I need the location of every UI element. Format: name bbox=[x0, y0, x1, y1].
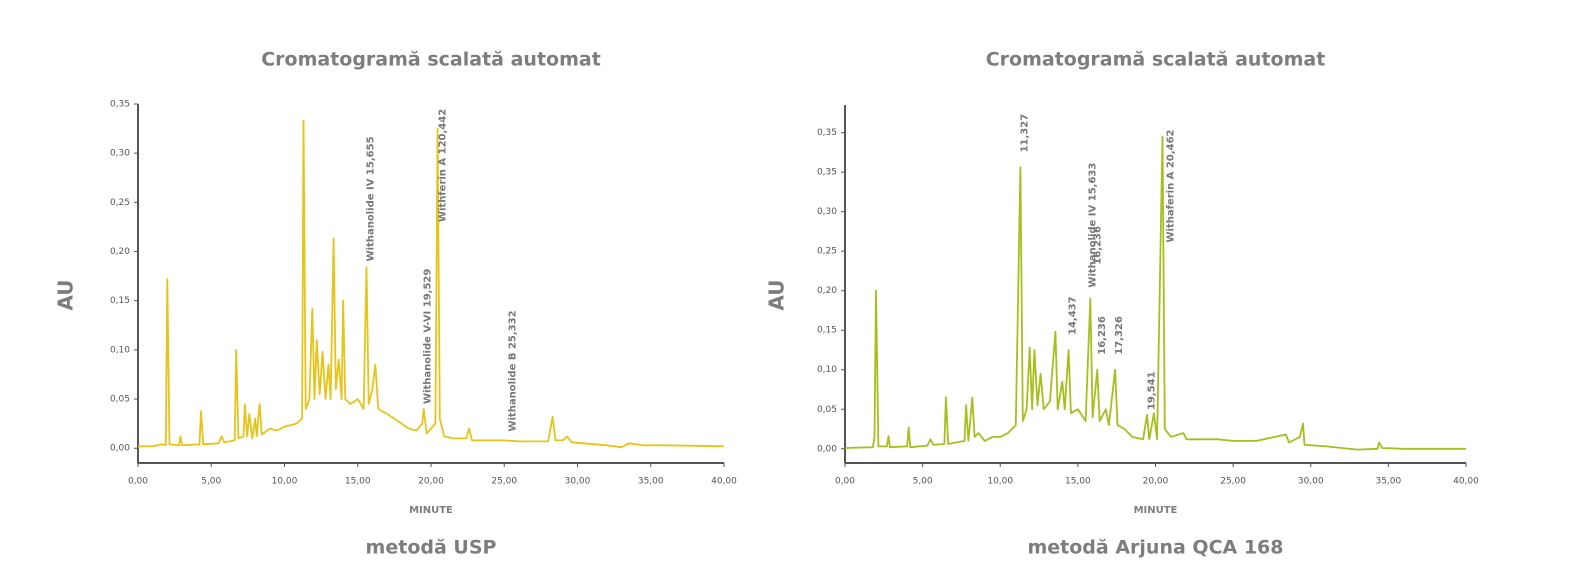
y-tick-label: 0,15 bbox=[110, 296, 130, 306]
peak-label: Withaferin A 20,462 bbox=[1165, 129, 1176, 242]
y-axis-label: AU bbox=[54, 279, 78, 310]
x-tick-label: 20,00 bbox=[1143, 477, 1169, 487]
y-tick-label: 0,15 bbox=[817, 326, 837, 336]
y-tick-label: 0,05 bbox=[110, 395, 130, 405]
peak-label: 11,327 bbox=[1019, 114, 1030, 153]
peak-label: 17,326 bbox=[1114, 316, 1125, 355]
x-tick-label: 10,00 bbox=[272, 477, 298, 487]
x-tick-label: 0,00 bbox=[835, 477, 855, 487]
peak-label: Withanolide IV 15,633 bbox=[1088, 163, 1099, 288]
y-tick-label: 0,00 bbox=[817, 444, 837, 454]
y-tick-label: 0,00 bbox=[110, 444, 130, 454]
x-axis-label: MINUTE bbox=[409, 505, 453, 516]
x-tick-label: 35,00 bbox=[1375, 477, 1401, 487]
y-tick-label: 0,10 bbox=[817, 365, 837, 375]
x-tick-label: 15,00 bbox=[345, 477, 371, 487]
x-tick-label: 40,00 bbox=[711, 477, 737, 487]
y-tick-label: 0,20 bbox=[110, 247, 130, 257]
peak-label: 14,437 bbox=[1068, 296, 1079, 335]
y-tick-label: 0,35 bbox=[817, 128, 837, 138]
y-tick-label: 0,20 bbox=[817, 286, 837, 296]
x-tick-label: 5,00 bbox=[913, 477, 933, 487]
x-tick-label: 30,00 bbox=[1298, 477, 1324, 487]
x-tick-label: 10,00 bbox=[987, 477, 1013, 487]
y-tick-label: 0,05 bbox=[817, 405, 837, 415]
y-tick-label: 0,25 bbox=[817, 247, 837, 257]
peak-label: Withanolide IV 15,655 bbox=[366, 136, 377, 261]
x-tick-label: 15,00 bbox=[1065, 477, 1091, 487]
peak-label: Withferin A 120,442 bbox=[437, 109, 448, 222]
x-tick-label: 20,00 bbox=[418, 477, 444, 487]
chromatogram-line bbox=[138, 119, 725, 449]
y-tick-label: 0,30 bbox=[817, 207, 837, 217]
x-tick-label: 35,00 bbox=[638, 477, 664, 487]
y-tick-label: 0,30 bbox=[110, 149, 130, 159]
caption: metodă USP bbox=[366, 537, 497, 559]
peak-label: 16,236 bbox=[1092, 226, 1103, 265]
y-tick-label: 0,35 bbox=[110, 100, 130, 110]
peak-label: 19,541 bbox=[1147, 371, 1158, 410]
caption: metodă Arjuna QCA 168 bbox=[1027, 537, 1283, 559]
y-tick-label: 0,35 bbox=[817, 168, 837, 178]
y-tick-label: 0,10 bbox=[110, 345, 130, 355]
x-axis-label: MINUTE bbox=[1134, 505, 1178, 516]
x-tick-label: 5,00 bbox=[201, 477, 221, 487]
peak-label: Withanolide B 25,332 bbox=[508, 310, 519, 431]
x-tick-label: 0,00 bbox=[128, 477, 148, 487]
x-tick-label: 40,00 bbox=[1453, 477, 1479, 487]
chart-title: Cromatogramă scalată automat bbox=[986, 49, 1326, 71]
y-axis-label: AU bbox=[765, 279, 789, 310]
chart-title: Cromatogramă scalată automat bbox=[261, 49, 601, 71]
x-tick-label: 25,00 bbox=[1220, 477, 1246, 487]
peak-label: 16,236 bbox=[1097, 316, 1108, 355]
x-tick-label: 25,00 bbox=[491, 477, 517, 487]
chromatogram-line bbox=[844, 135, 1466, 451]
peak-label: Withanolide V-VI 19,529 bbox=[423, 269, 434, 404]
y-tick-label: 0,25 bbox=[110, 198, 130, 208]
x-tick-label: 30,00 bbox=[565, 477, 591, 487]
